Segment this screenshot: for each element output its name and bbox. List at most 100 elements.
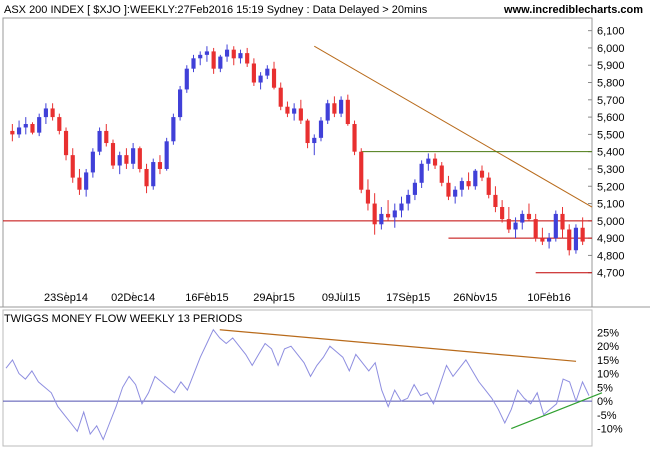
price-y-tick-label: 6,100 bbox=[597, 26, 625, 38]
x-tick-label: 26Nov15 bbox=[453, 292, 497, 304]
candle-down bbox=[110, 143, 116, 166]
candle-down bbox=[63, 130, 69, 156]
x-tick-label: 09Jul15 bbox=[322, 292, 361, 304]
candle-up bbox=[16, 127, 22, 135]
site-watermark: www.incrediblecharts.com bbox=[503, 4, 643, 16]
candle-down bbox=[526, 213, 532, 220]
money-flow-y-tick-label: 10% bbox=[597, 369, 619, 381]
price-trendline bbox=[314, 45, 593, 208]
price-y-tick-label: 4,900 bbox=[597, 233, 625, 245]
candle-down bbox=[251, 63, 256, 83]
candle-down bbox=[124, 155, 129, 164]
price-y-tick-label: 5,200 bbox=[597, 181, 625, 193]
candle-up bbox=[184, 68, 189, 90]
candle-up bbox=[459, 181, 464, 190]
candle-down bbox=[439, 165, 444, 183]
money-flow-panel: TWIGGS MONEY FLOW WEEKLY 13 PERIODS -10%… bbox=[2, 309, 623, 447]
candle-up bbox=[224, 49, 230, 57]
candle-up bbox=[426, 158, 431, 164]
candle-down bbox=[580, 227, 585, 242]
candle-down bbox=[493, 194, 498, 208]
candle-down bbox=[10, 130, 15, 135]
price-y-tick-label: 5,800 bbox=[597, 78, 625, 90]
candle-down bbox=[446, 182, 451, 197]
price-y-tick-label: 5,400 bbox=[597, 147, 625, 159]
money-flow-y-tick-label: -5% bbox=[597, 410, 617, 422]
money-flow-plot-frame bbox=[2, 309, 593, 447]
candle-down bbox=[479, 170, 485, 178]
x-tick-label: 16Feb15 bbox=[185, 292, 228, 304]
candle-up bbox=[265, 68, 270, 76]
candle-down bbox=[372, 203, 377, 225]
candle-up bbox=[412, 182, 417, 195]
candle-up bbox=[453, 189, 458, 197]
money-flow-y-tick-label: 5% bbox=[597, 382, 613, 394]
price-y-tick-label: 5,500 bbox=[597, 129, 625, 141]
money-flow-y-tick-label: 20% bbox=[597, 341, 619, 353]
candle-down bbox=[533, 219, 538, 239]
candle-down bbox=[278, 87, 283, 107]
candle-down bbox=[560, 213, 565, 230]
candle-up bbox=[573, 227, 579, 251]
candle-down bbox=[345, 99, 350, 125]
candle-down bbox=[352, 124, 357, 152]
candle-down bbox=[271, 68, 277, 88]
candle-up bbox=[43, 108, 48, 118]
price-y-tick-label: 5,300 bbox=[597, 164, 625, 176]
candle-up bbox=[513, 222, 518, 230]
candle-down bbox=[231, 49, 236, 59]
candle-up bbox=[520, 213, 525, 223]
money-flow-resistance-trendline bbox=[219, 329, 577, 362]
candle-up bbox=[312, 137, 317, 144]
candle-up bbox=[238, 53, 243, 59]
price-y-tick-label: 6,000 bbox=[597, 43, 625, 55]
money-flow-y-tick-label: 25% bbox=[597, 327, 619, 339]
x-tick-label: 02Dec14 bbox=[111, 292, 155, 304]
candle-down bbox=[298, 108, 303, 121]
candle-down bbox=[540, 238, 545, 242]
money-flow-y-tick-label: 0% bbox=[597, 396, 613, 408]
x-tick-label: 17Sep15 bbox=[386, 292, 430, 304]
price-y-tick-label: 5,700 bbox=[597, 95, 625, 107]
candle-up bbox=[191, 58, 196, 69]
candle-down bbox=[245, 53, 250, 64]
money-flow-support-trendline bbox=[511, 392, 603, 430]
candle-up bbox=[198, 54, 203, 59]
candle-down bbox=[500, 207, 505, 220]
candle-down bbox=[144, 168, 149, 187]
x-tick-label: 29Apr15 bbox=[253, 292, 295, 304]
x-tick-label: 10Feb16 bbox=[527, 292, 570, 304]
candle-up bbox=[339, 99, 344, 114]
candle-down bbox=[506, 219, 511, 230]
candle-up bbox=[151, 162, 156, 187]
candle-down bbox=[30, 124, 35, 133]
candle-down bbox=[104, 130, 109, 144]
candle-up bbox=[171, 117, 176, 142]
candle-up bbox=[318, 120, 324, 138]
candle-down bbox=[567, 229, 572, 251]
candle-up bbox=[547, 238, 552, 242]
candle-down bbox=[466, 181, 471, 187]
candle-up bbox=[292, 108, 297, 114]
price-panel: 4,700 4,800 4,900 5,000 5,100 5,200 5,300 5,400… bbox=[2, 17, 625, 308]
candle-up bbox=[90, 151, 95, 173]
candle-down bbox=[486, 177, 491, 195]
x-tick-label: 23Sep14 bbox=[44, 292, 88, 304]
price-y-tick-label: 5,000 bbox=[597, 216, 625, 228]
candle-up bbox=[131, 148, 136, 164]
candle-down bbox=[385, 213, 391, 218]
candle-up bbox=[97, 130, 102, 152]
candle-up bbox=[37, 117, 42, 133]
candle-down bbox=[57, 117, 62, 131]
candle-down bbox=[365, 189, 371, 204]
candle-up bbox=[419, 163, 424, 183]
candle-down bbox=[285, 106, 290, 114]
price-y-tick-label: 4,700 bbox=[597, 268, 625, 280]
price-y-tick-label: 5,900 bbox=[597, 60, 625, 72]
candle-down bbox=[211, 51, 216, 69]
candle-up bbox=[399, 203, 404, 211]
candle-down bbox=[305, 120, 310, 144]
money-flow-series-line bbox=[5, 328, 590, 441]
money-flow-y-tick-label: 15% bbox=[597, 355, 619, 367]
